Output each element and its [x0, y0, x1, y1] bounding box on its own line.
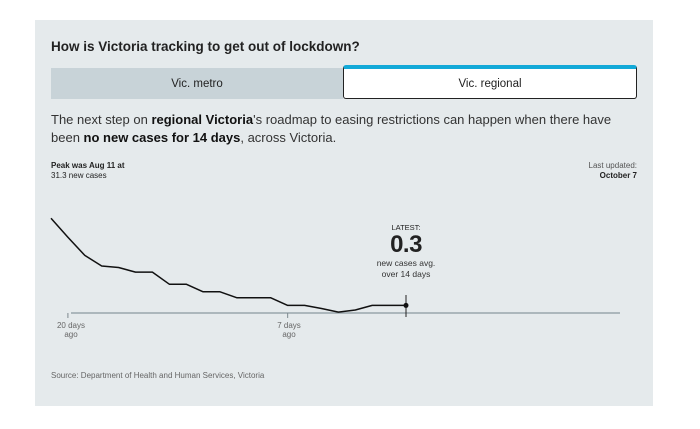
desc-bold-region: regional Victoria	[151, 112, 254, 127]
desc-text-3: , across Victoria.	[240, 130, 337, 145]
peak-line-1: Peak was Aug 11 at	[51, 161, 125, 170]
region-tabs: Vic. metro Vic. regional	[51, 65, 637, 99]
peak-note: Peak was Aug 11 at 31.3 new cases	[51, 161, 125, 181]
latest-caption-2: over 14 days	[381, 269, 431, 279]
x-tick-label-20-line2: ago	[64, 330, 78, 339]
last-updated: Last updated: October 7	[589, 161, 637, 181]
x-tick-label-7-line1: 7 days	[277, 321, 301, 330]
series-line-regional-cases	[50, 217, 406, 313]
latest-callout: LATEST: 0.3 new cases avg. over 14 days	[351, 223, 461, 280]
x-tick-label-20-days: 20 days ago	[41, 321, 101, 339]
latest-value: 0.3	[390, 231, 422, 258]
tab-vic-regional[interactable]: Vic. regional	[343, 65, 637, 99]
last-updated-date: October 7	[599, 171, 637, 180]
x-tick-label-7-days: 7 days ago	[259, 321, 319, 339]
desc-text-2: 's roadmap to easing restrictions can ha…	[51, 112, 612, 145]
source-note: Source: Department of Health and Human S…	[51, 371, 265, 380]
latest-caption-1: new cases avg.	[376, 258, 436, 268]
peak-line-2: 31.3 new cases	[51, 171, 107, 180]
x-tick-label-7-line2: ago	[282, 330, 296, 339]
last-updated-label: Last updated:	[588, 161, 637, 170]
cases-line-chart	[50, 217, 620, 318]
desc-text-1: The next step on	[51, 112, 152, 127]
desc-bold-condition: no new cases for 14 days	[83, 130, 241, 145]
lockdown-tracker-panel: How is Victoria tracking to get out of l…	[35, 20, 653, 406]
latest-point	[403, 302, 409, 308]
panel-heading: How is Victoria tracking to get out of l…	[51, 39, 360, 54]
latest-label: LATEST:	[391, 223, 421, 232]
roadmap-description: The next step on regional Victoria's roa…	[51, 111, 641, 147]
x-tick-label-20-line1: 20 days	[56, 321, 86, 330]
tab-vic-metro[interactable]: Vic. metro	[51, 68, 343, 99]
